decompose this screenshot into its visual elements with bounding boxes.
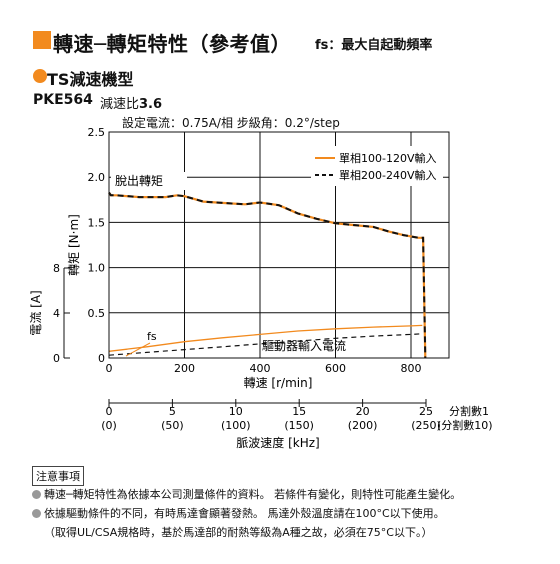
pulse-tick-sub-label: (150) xyxy=(284,419,314,432)
pulse-axis-label: 脈波速度 [kHz] xyxy=(236,435,319,450)
pulse-tick-label: 10 xyxy=(229,405,243,418)
pulse-tick-label: 20 xyxy=(356,405,370,418)
y-tick-label: 0 xyxy=(98,352,105,365)
pulse-tick-sub-label: (0) xyxy=(101,419,117,432)
bullet-icon xyxy=(32,490,41,499)
x-tick-label: 800 xyxy=(401,362,422,375)
legend-label-100v: 單相100-120V輸入 xyxy=(339,151,437,165)
current-line-200v xyxy=(108,333,423,356)
y-tick-label: 2.5 xyxy=(88,126,106,139)
pulse-tick-sub-label: (50) xyxy=(161,419,184,432)
pulse-tick-sub-label: (250) xyxy=(411,419,441,432)
pulse-div1-label: 分割數1 xyxy=(449,404,489,418)
x-axis-label: 轉速 [r/min] xyxy=(244,376,313,390)
fs-prefix: fs xyxy=(315,38,329,53)
axis-ticks: 0 0.5 1.0 1.5 2.0 2.5 0 200 400 600 800 0 4 8 xyxy=(53,126,422,375)
page-title: 轉速─轉矩特性（參考值） xyxy=(53,32,292,56)
y-tick-label: 2.0 xyxy=(88,171,106,184)
pullout-torque-line-200v xyxy=(108,192,427,359)
pulse-tick-label: 25 xyxy=(419,405,433,418)
current-tick-label: 0 xyxy=(53,352,60,365)
plot-frame xyxy=(108,131,450,359)
notes-title: 注意事項 xyxy=(32,466,84,486)
current-axis-label: 電流 [A] xyxy=(29,290,43,335)
model-number: PKE564 xyxy=(33,92,93,108)
ratio-label: 減速比 xyxy=(100,97,140,112)
current-tick-label: 4 xyxy=(53,307,60,320)
y-tick-label: 1.0 xyxy=(88,262,106,275)
bullet-icon xyxy=(32,509,41,518)
note-item-2: 依據驅動條件的不同，有時馬達會顯著發熱。 馬達外殼溫度請在100°C以下使用。 xyxy=(32,505,445,521)
y-tick-label: 1.5 xyxy=(88,216,106,229)
pulse-tick-label: 0 xyxy=(106,405,113,418)
pulse-tick-label: 5 xyxy=(169,405,176,418)
ratio-value: 3.6 xyxy=(139,97,163,112)
pullout-torque-annotation: 脫出轉矩 xyxy=(115,173,163,188)
note-continuation: （取得UL/CSA規格時，基於馬達部的耐熱等級為A種之故，必須在75°C以下。） xyxy=(44,526,433,539)
y-tick-label: 0.5 xyxy=(88,307,106,320)
fs-annotation: fs xyxy=(147,330,157,343)
pullout-label-bg xyxy=(111,172,187,190)
current-tick-label: 8 xyxy=(53,262,60,275)
legend-label-200v: 單相200-240V輸入 xyxy=(339,168,437,182)
legend-box xyxy=(311,146,443,186)
gear-ratio: 減速比3.6 xyxy=(100,93,162,112)
fs-note-text: ：最大自起動頻率 xyxy=(328,38,433,53)
pulse-axis: 0(0) 5(50) 10(100) 15(150) 20(200) 25(250) xyxy=(101,399,441,432)
pulse-tick-sub-label: (100) xyxy=(221,419,251,432)
orange-square-icon xyxy=(33,31,51,49)
fs-note: fs：最大自起動頻率 xyxy=(315,34,432,53)
note-item-1-text: 轉速─轉矩特性為依據本公司測量條件的資料。 若條件有變化，則特性可能產生變化。 xyxy=(44,488,462,501)
orange-dot-icon xyxy=(33,69,47,83)
note-item-1: 轉速─轉矩特性為依據本公司測量條件的資料。 若條件有變化，則特性可能產生變化。 xyxy=(32,486,461,502)
fs-leader-line xyxy=(125,342,151,357)
x-tick-label: 0 xyxy=(106,362,113,375)
pulse-tick-sub-label: (200) xyxy=(348,419,378,432)
settings-text: 設定電流：0.75A/相 步級角：0.2°/step xyxy=(122,116,340,130)
x-tick-label: 200 xyxy=(174,362,195,375)
y-axis-label: 轉矩 [N·m] xyxy=(67,214,81,276)
note-item-2-text: 依據驅動條件的不同，有時馬達會顯著發熱。 馬達外殼溫度請在100°C以下使用。 xyxy=(44,507,445,520)
pulse-tick-label: 15 xyxy=(292,405,306,418)
x-tick-label: 400 xyxy=(250,362,271,375)
current-line-100v xyxy=(108,324,423,352)
pulse-div10-label: (分割數10) xyxy=(437,418,493,432)
series-label: TS減速機型 xyxy=(47,70,134,89)
driver-current-annotation: 驅動器輸入電流 xyxy=(262,338,346,353)
x-tick-label: 600 xyxy=(325,362,346,375)
